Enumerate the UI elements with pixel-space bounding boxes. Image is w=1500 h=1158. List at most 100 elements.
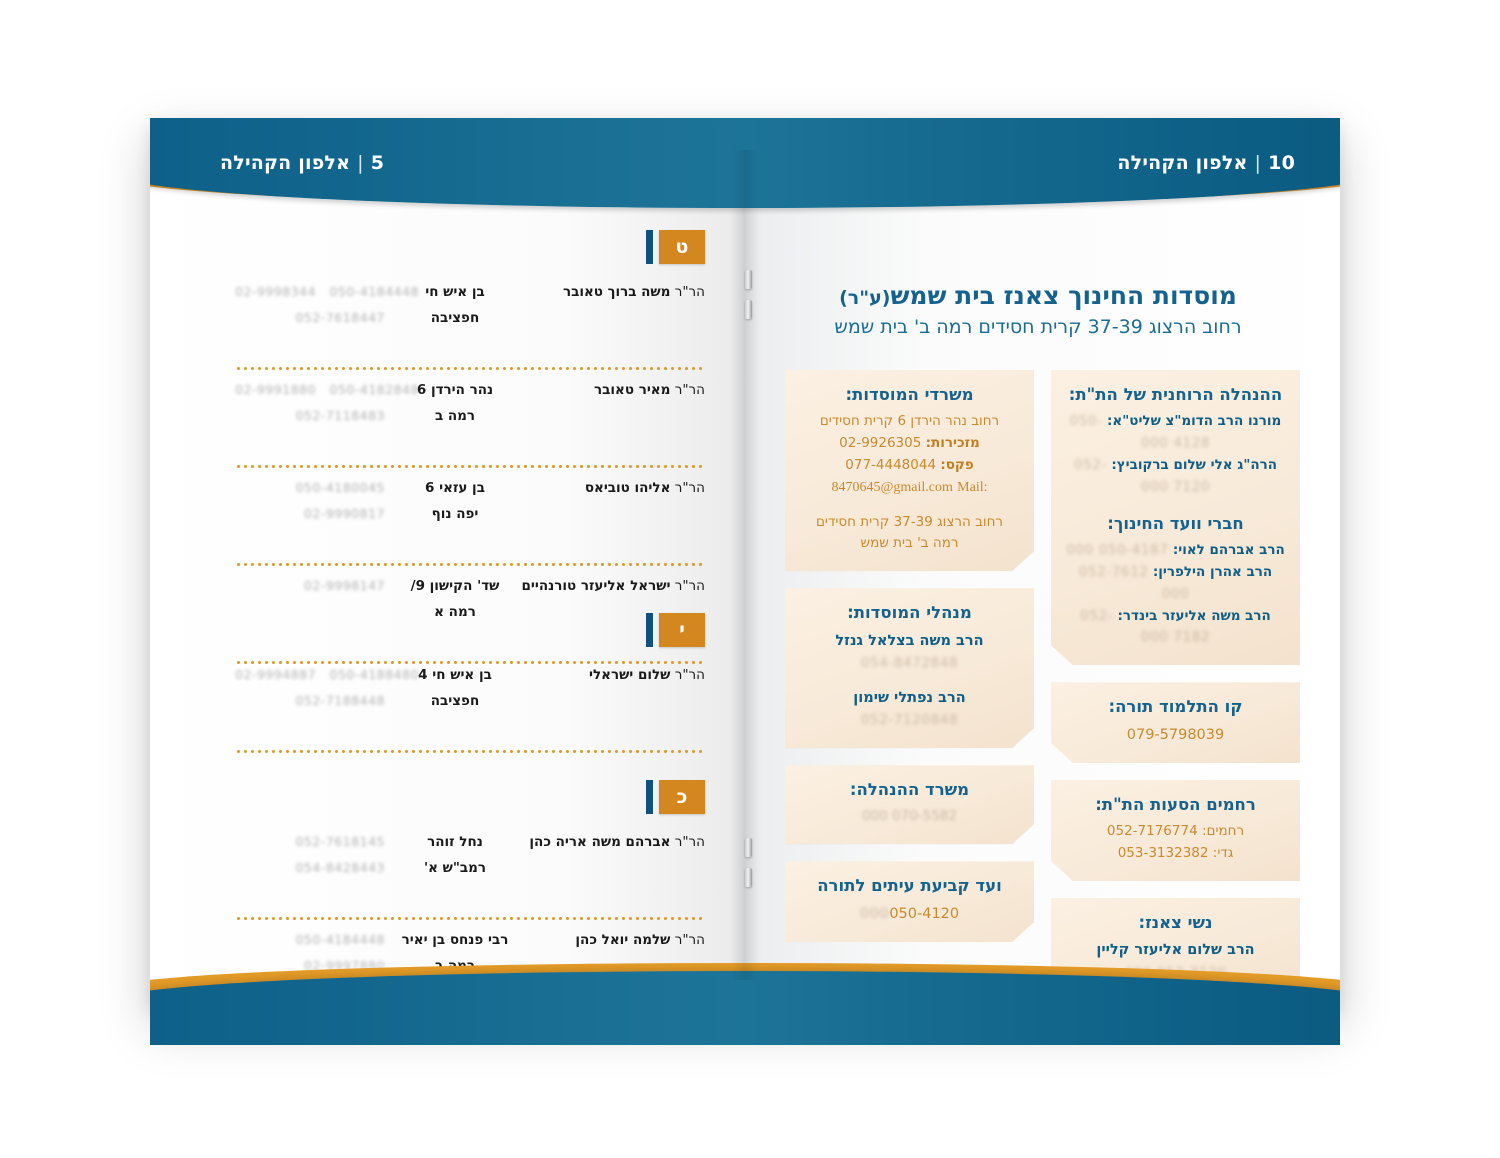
page-right-institutions: מוסדות החינוך צאנז בית שמש(ע"ר) רחוב הרצ…: [745, 120, 1340, 1010]
entry-phones: 02-9998147: [303, 578, 385, 593]
directory-entry[interactable]: הר"ר שלמה יואל כהן רבי פנחס בן יאיר 050-…: [235, 928, 705, 979]
header-band-fill: [150, 118, 1340, 208]
phone-redacted: 000: [859, 905, 890, 922]
email-address[interactable]: 8470645@gmail.com: [831, 479, 953, 495]
person-name: הרב אברהם לאוי:: [1172, 541, 1285, 558]
entry-city: חפציבה: [430, 692, 480, 709]
entry-name: הר"ר ישראל אליעזר טורנהיים: [521, 578, 705, 594]
cards-column-left: משרדי המוסדות: רחוב נהר הירדן 6 קרית חסי…: [785, 370, 1034, 1001]
phone-redacted: 052-7120 000: [1073, 456, 1211, 495]
directory-entry[interactable]: הר"ר ישראל אליעזר טורנהיים שד' הקישון 9/…: [235, 574, 705, 625]
header-title-left: אלפון הקהילה: [220, 152, 351, 174]
card-line: 050-4120000: [799, 903, 1020, 926]
card-heading: נשי צאנז:: [1138, 913, 1213, 932]
entry-phone-2: 052-7618447: [295, 309, 385, 325]
card-heading: מנהלי המוסדות:: [847, 603, 972, 623]
letter-accent-bar: [646, 230, 653, 264]
email-label: Mail:: [957, 479, 988, 495]
directory-entry[interactable]: הר"ר אליהו טוביאס בן עזאי 6 050-4180045 …: [235, 476, 705, 527]
letter-accent-bar: [646, 780, 653, 814]
person-name: הרב נפתלי שימון: [853, 689, 966, 706]
entry-city: יפה נוף: [431, 505, 479, 522]
page-left-directory: ט הר"ר משה ברוך טאובר בן איש חי 02-99983…: [150, 120, 745, 1010]
phone-number[interactable]: 02-9926305: [839, 435, 922, 452]
entry-street: בן עזאי 6: [425, 480, 485, 496]
directory-entry[interactable]: הר"ר שלום ישראלי בן איש חי 4 02-9994887 …: [235, 663, 705, 714]
card-line: הרה"ג אלי שלום ברקוביץ: 052-7120 000: [1065, 455, 1286, 499]
phone-redacted: 054-8472848: [860, 654, 959, 671]
header-separator: |: [1254, 152, 1262, 174]
entry-phones: 050-4180045: [295, 480, 385, 495]
card-heading: קו התלמוד תורה:: [1108, 697, 1243, 717]
entry-street: רבי פנחס בן יאיר: [401, 932, 509, 948]
entry-divider: [235, 465, 705, 468]
entry-phones: 02-9991880 050-4182848: [235, 382, 420, 397]
card-line: 070-5582 000: [799, 806, 1020, 828]
entry-name: הר"ר שלמה יואל כהן: [575, 932, 705, 948]
fax-number[interactable]: 077-4448044: [845, 456, 937, 473]
entry-street: שד' הקישון 9/: [410, 578, 500, 594]
card-line: הרב משה בצלאל גנזל: [799, 630, 1020, 653]
card-spiritual-management: ההנהלה הרוחנית של הת"ת: מורנו הרב הדומ"צ…: [1051, 370, 1300, 665]
phone-number[interactable]: 053-3132382: [1117, 845, 1209, 862]
card-line: הרב אהרן הילפרין: 052-7612 000: [1065, 562, 1286, 606]
phone-redacted: 070-5582 000: [861, 808, 958, 825]
directory-entry[interactable]: הר"ר מאיר טאובר נהר הירדן 6 02-9991880 0…: [235, 378, 705, 429]
entry-name: הר"ר מאיר טאובר: [594, 382, 705, 398]
secretariat-label: מזכירות:: [925, 435, 980, 452]
directory-entry[interactable]: הר"ר משה ברוך טאובר בן איש חי 02-9998344…: [235, 280, 705, 331]
page-number-right: 10: [1268, 152, 1295, 174]
letter-badge: כ: [659, 780, 705, 814]
letter-badge: י: [659, 613, 705, 647]
card-institution-directors: מנהלי המוסדות: הרב משה בצלאל גנזל 054-84…: [785, 588, 1034, 748]
card-heading: משרדי המוסדות:: [845, 385, 974, 404]
card-management-office: משרד ההנהלה: 070-5582 000: [785, 765, 1034, 844]
card-line: מורנו הרב הדומ"צ שליט"א: 050-4128 000: [1065, 411, 1286, 455]
entry-divider: [235, 661, 705, 664]
phone-number[interactable]: 050-4120: [889, 905, 960, 922]
entry-phone-2: 052-7118483: [295, 407, 385, 423]
card-line: 052-7120848: [799, 710, 1020, 732]
card-institution-offices: משרדי המוסדות: רחוב נהר הירדן 6 קרית חסי…: [785, 370, 1034, 571]
person-name: הרה"ג אלי שלום ברקוביץ:: [1111, 456, 1278, 473]
directory-entry[interactable]: הר"ר אברהם משה אריה כהן נחל זוהר 052-761…: [235, 830, 705, 881]
contact-label: רחמים:: [1201, 823, 1245, 840]
entry-phone-2: 02-9990817: [303, 505, 385, 521]
card-heading: ועד קביעת עיתים לתורה: [817, 876, 1002, 896]
staple-bottom-1: [745, 838, 752, 857]
card-line: הרב משה אליעזר בינדר: 052-7182 000: [1065, 606, 1286, 650]
phone-redacted: 052-7612 000: [1078, 563, 1190, 602]
entry-phone-2: 052-7188448: [295, 692, 385, 708]
entry-city: רמה א: [434, 603, 476, 620]
header-separator: |: [357, 152, 364, 174]
institutions-title-suffix: (ע"ר): [839, 287, 891, 309]
entry-city: רמב"ש א': [423, 859, 487, 876]
entry-phone-2: 054-8428443: [295, 859, 385, 875]
card-line: פקס: 077-4448044: [799, 455, 1020, 477]
entry-divider: [235, 750, 705, 753]
phone-redacted: 052-7182 000: [1080, 607, 1211, 646]
letter-section-header: ט: [646, 230, 705, 264]
phone-redacted: 052-7120848: [860, 712, 959, 729]
footer-band-fill: [150, 971, 1340, 1045]
person-name: מורנו הרב הדומ"צ שליט"א:: [1107, 413, 1282, 430]
entry-street: נהר הירדן 6: [416, 382, 494, 398]
office-address: רחוב נהר הירדן 6 קרית חסידים: [819, 413, 1000, 430]
letter-section-header-kaf: כ: [646, 780, 705, 814]
card-heading: ההנהלה הרוחנית של הת"ת:: [1068, 385, 1283, 404]
office-address-2-line2: רמה ב' בית שמש: [860, 535, 959, 552]
card-line: 079-5798039: [1065, 724, 1286, 747]
entry-name: הר"ר שלום ישראלי: [588, 667, 705, 683]
phone-number[interactable]: 079-5798039: [1126, 726, 1225, 743]
card-line: רחמים: 052-7176774: [1065, 821, 1286, 843]
letter-section-header-yod: י: [646, 613, 705, 647]
card-line: הרב אברהם לאוי: 050-4187 000: [1065, 540, 1286, 562]
person-name: הרב משה בצלאל גנזל: [835, 632, 984, 649]
phone-number[interactable]: 052-7176774: [1106, 823, 1198, 840]
entry-phones: 02-9994887 050-4188480: [235, 667, 420, 682]
fax-label: פקס:: [940, 456, 974, 473]
phone-redacted: 050-4187 000: [1066, 541, 1169, 558]
person-name: הרב אהרן הילפרין:: [1152, 563, 1273, 580]
card-heading: משרד ההנהלה:: [849, 780, 970, 800]
